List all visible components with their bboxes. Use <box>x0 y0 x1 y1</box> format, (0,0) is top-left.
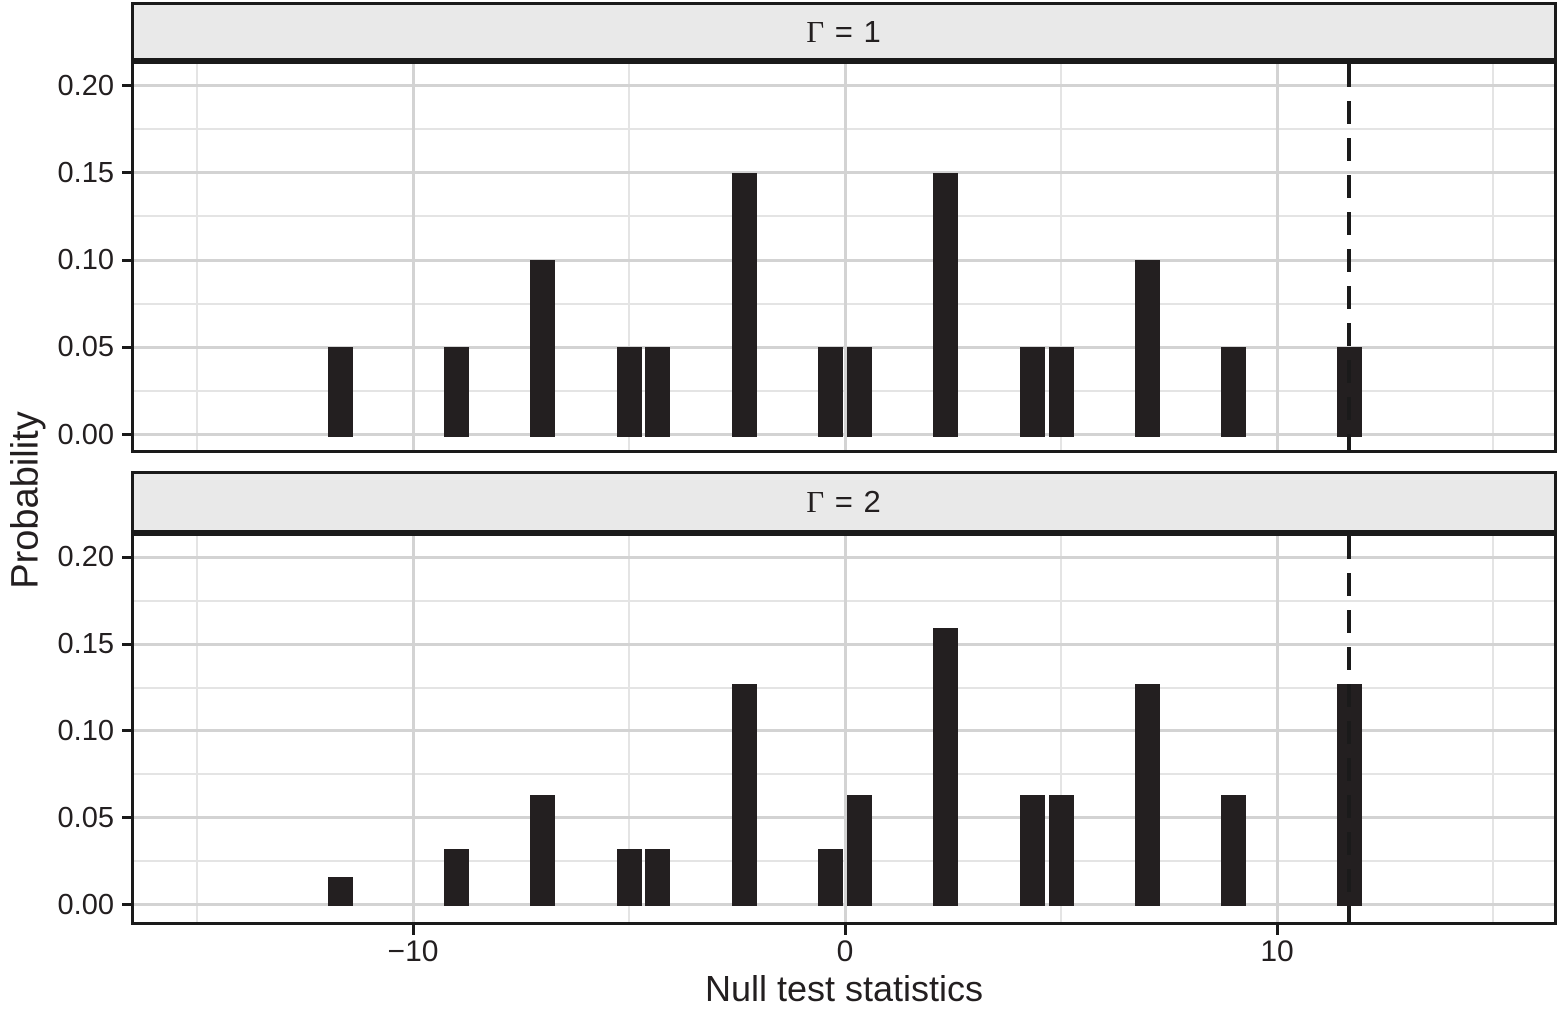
bar <box>1134 260 1160 437</box>
bar <box>1048 795 1074 907</box>
y-axis-tick-label: 0.20 <box>57 69 114 102</box>
gridline-minor-x <box>628 536 630 922</box>
bar <box>731 172 757 437</box>
bar <box>443 347 469 437</box>
bar <box>443 848 469 907</box>
y-axis-tick-label: 0.05 <box>57 331 114 364</box>
x-axis-tick-label: −10 <box>387 935 439 968</box>
gridline-major-y <box>134 729 1554 733</box>
gridline-major-x <box>1275 64 1279 450</box>
y-axis-tick-label: 0.10 <box>57 244 114 276</box>
bar <box>1134 684 1160 907</box>
bar <box>846 795 872 907</box>
y-axis-tick-label: 0.20 <box>57 541 114 574</box>
bar <box>328 876 354 907</box>
gridline-major-y <box>134 642 1554 646</box>
y-axis-tick <box>122 729 134 733</box>
bar <box>818 347 844 437</box>
dashed-reference-line <box>1347 536 1352 922</box>
bar <box>645 347 671 437</box>
y-axis-tick <box>122 84 134 87</box>
bar <box>818 848 844 907</box>
gridline-minor-x <box>196 64 198 450</box>
bar <box>933 628 959 907</box>
bar <box>530 260 556 437</box>
gridline-minor-x <box>1060 64 1062 450</box>
bar <box>1019 795 1045 907</box>
gridline-minor-x <box>1060 536 1062 922</box>
bar <box>616 848 642 907</box>
facet-strip-label: Γ = 2 <box>806 484 882 520</box>
strip-label-rest: = 1 <box>825 13 882 49</box>
x-axis-tick <box>411 925 415 935</box>
gridline-major-x <box>843 64 847 450</box>
bar <box>530 795 556 907</box>
bar <box>1048 347 1074 437</box>
bar <box>933 172 959 437</box>
panel-gamma-2-plot-area <box>131 533 1557 925</box>
bar <box>328 347 354 437</box>
dashed-reference-line <box>1347 64 1352 450</box>
gridline-major-y <box>134 433 1554 436</box>
bar <box>846 347 872 437</box>
y-axis-tick-label: 0.00 <box>57 418 114 451</box>
facet-strip-gamma-2: Γ = 2 <box>131 471 1557 533</box>
gridline-major-y <box>134 816 1554 820</box>
gridline-major-x <box>1275 536 1279 922</box>
gamma-symbol: Γ <box>806 484 826 519</box>
gamma-symbol: Γ <box>806 13 826 49</box>
gridline-minor-x <box>1492 536 1494 922</box>
gridline-major-x <box>843 536 847 922</box>
x-axis-tick-label: 0 <box>836 935 854 968</box>
y-axis-tick <box>122 171 134 175</box>
y-axis-tick-label: 0.15 <box>57 628 114 661</box>
gridline-major-y <box>134 345 1554 349</box>
y-axis-tick <box>122 258 134 262</box>
y-axis-tick <box>122 903 134 906</box>
bar <box>616 347 642 437</box>
strip-label-rest: = 2 <box>825 484 882 519</box>
y-axis-tick-label: 0.10 <box>57 714 114 747</box>
y-axis-tick-label: 0.05 <box>57 801 114 834</box>
y-axis-tick-label: 0.00 <box>57 888 114 921</box>
y-axis-tick <box>122 816 134 820</box>
gridline-major-y <box>134 555 1554 559</box>
bar <box>731 684 757 907</box>
gridline-major-x <box>411 64 415 450</box>
y-axis-tick-label: 0.15 <box>57 156 114 189</box>
x-axis-tick-label: 10 <box>1260 935 1294 968</box>
gridline-minor-x <box>628 64 630 450</box>
x-axis-tick <box>843 925 847 935</box>
gridline-minor-x <box>1492 64 1494 450</box>
bar <box>1019 347 1045 437</box>
panel-gamma-1-plot-area <box>131 61 1557 453</box>
y-axis-tick <box>122 433 134 436</box>
x-axis-title: Null test statistics <box>704 968 984 1009</box>
bar <box>645 848 671 907</box>
y-axis-tick <box>122 642 134 646</box>
gridline-major-y <box>134 171 1554 175</box>
bar <box>1221 347 1247 437</box>
y-axis-tick <box>122 345 134 349</box>
facet-strip-gamma-1: Γ = 1 <box>131 2 1557 61</box>
gridline-major-y <box>134 903 1554 906</box>
y-axis-tick <box>122 555 134 559</box>
gridline-minor-x <box>196 536 198 922</box>
x-axis-tick <box>1275 925 1279 935</box>
gridline-major-y <box>134 84 1554 87</box>
gridline-major-y <box>134 258 1554 262</box>
facet-strip-label: Γ = 1 <box>806 14 882 50</box>
gridline-major-x <box>411 536 415 922</box>
bar <box>1221 795 1247 907</box>
